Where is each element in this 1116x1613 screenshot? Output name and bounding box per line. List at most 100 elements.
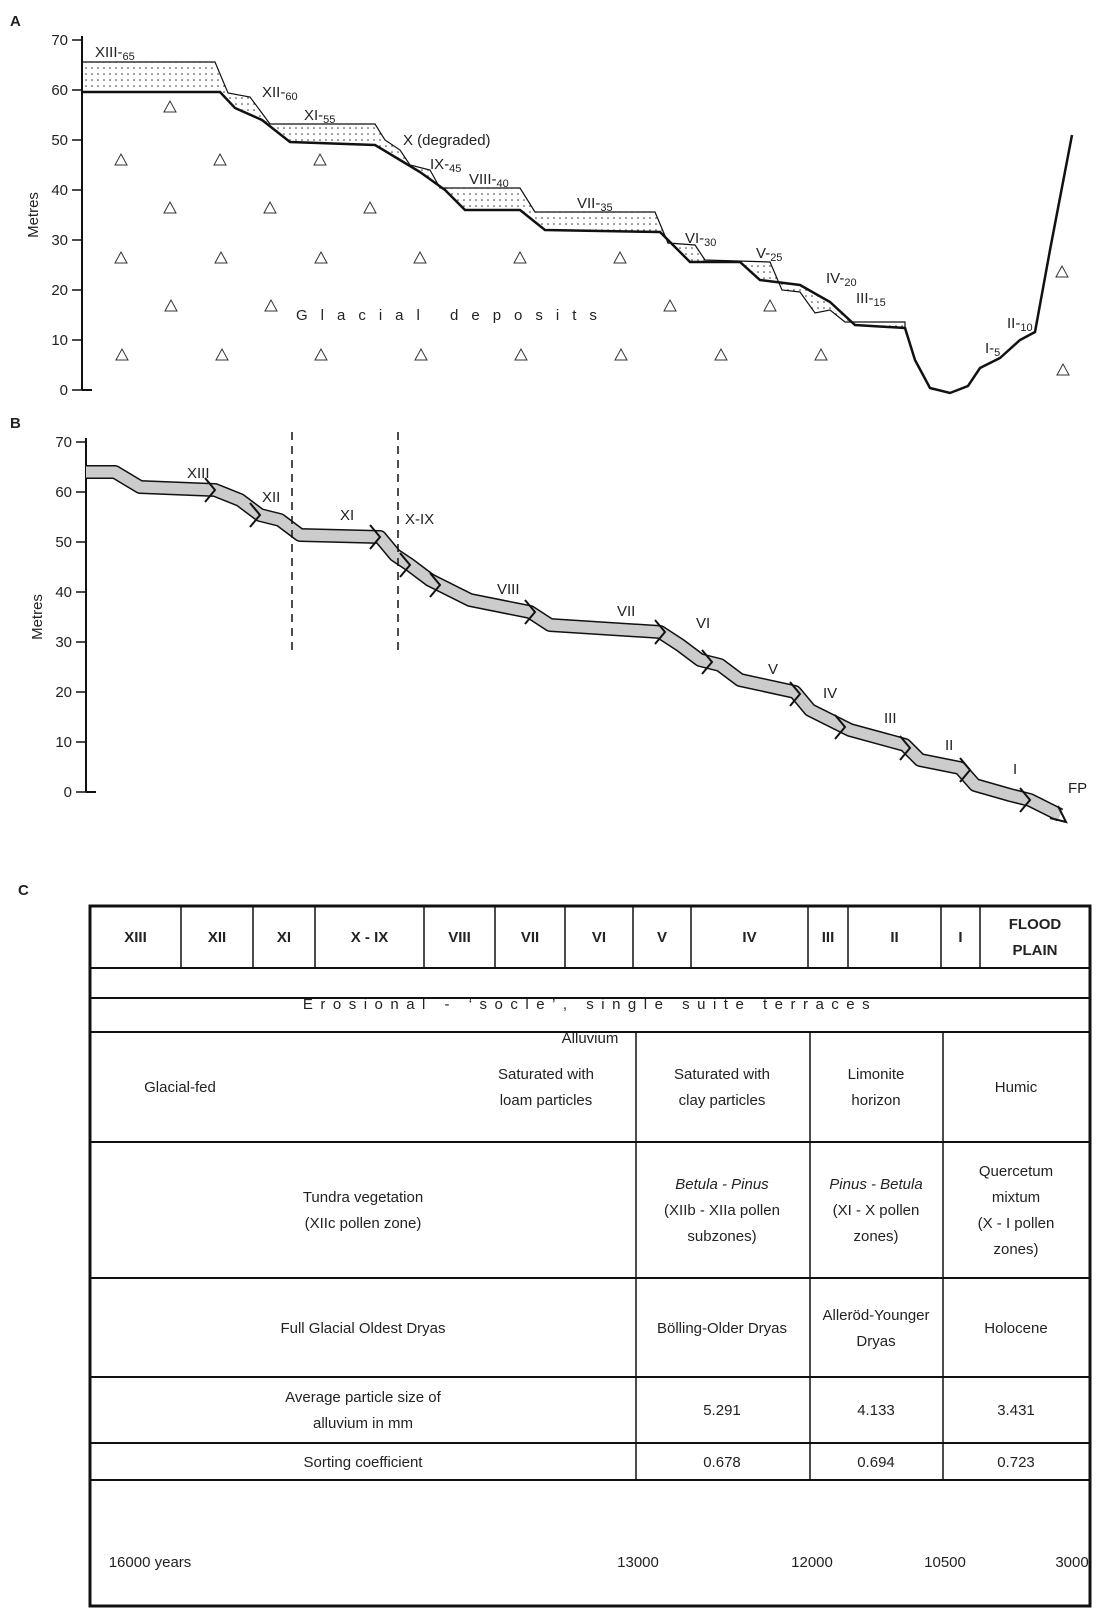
- terrace-height: 55: [323, 114, 335, 126]
- deposit-symbol: [115, 252, 127, 263]
- deposit-symbol: [116, 349, 128, 360]
- deposit-symbol: [164, 202, 176, 213]
- y-tick-label: 30: [51, 232, 68, 249]
- figure: A B C Metres Metres Glacial deposits Ero…: [0, 0, 1116, 1608]
- table-cell-line: Alleröd-Younger: [822, 1307, 929, 1324]
- header-cell: I: [958, 929, 962, 946]
- terrace-label: IV-20: [826, 270, 857, 289]
- table-cell-line: Holocene: [984, 1320, 1047, 1337]
- deposit-symbol: [164, 101, 176, 112]
- timeline-label: 13000: [617, 1554, 659, 1571]
- header-cell: VI: [592, 929, 606, 946]
- terrace-name: X (degraded): [403, 132, 491, 149]
- table-cell-line: Quercetum: [979, 1163, 1053, 1180]
- terrace-label: I-5: [985, 340, 1000, 359]
- terrace-label: II-10: [1007, 315, 1033, 334]
- table-cell-line: Tundra vegetation: [303, 1189, 423, 1206]
- terrace-label: XII-60: [262, 84, 298, 103]
- header-cell: II: [890, 929, 898, 946]
- table-cell: 5.291: [703, 1402, 741, 1419]
- deposit-symbol: [715, 349, 727, 360]
- y-tick-label: 50: [51, 132, 68, 149]
- deposit-symbol: [315, 252, 327, 263]
- table-cell-line: subzones): [687, 1228, 756, 1245]
- terrace-label: VI: [696, 615, 710, 632]
- header-cell: FLOOD PLAIN: [1009, 916, 1062, 959]
- table-cell-line: Dryas: [856, 1333, 895, 1350]
- table-cell-line: Saturated with: [498, 1066, 594, 1083]
- table-cell-line: Betula - Pinus: [675, 1176, 769, 1193]
- table-cell-line: Pinus - Betula: [829, 1176, 922, 1193]
- table-cell: 3.431: [997, 1402, 1035, 1419]
- terrace-label: FP: [1068, 780, 1087, 797]
- terrace-label: XIII-65: [95, 44, 135, 63]
- table-cell: Tundra vegetation(XIIc pollen zone): [303, 1189, 423, 1232]
- panel-letter: C: [18, 882, 29, 899]
- table-cell: Average particle size ofalluvium in mm: [285, 1389, 441, 1432]
- terrace-height: 15: [874, 297, 886, 309]
- terrace-label: X (degraded): [403, 132, 491, 149]
- y-tick-label: 20: [51, 282, 68, 299]
- deposit-symbol: [515, 349, 527, 360]
- y-tick-label: 60: [55, 484, 72, 501]
- table-cell-line: Average particle size of: [285, 1389, 441, 1406]
- deposit-symbol: [514, 252, 526, 263]
- header-cell: XII: [208, 929, 226, 946]
- deposit-symbol: [214, 154, 226, 165]
- header-cell: XI: [277, 929, 291, 946]
- table-cell-line: (XIIb - XIIa pollen: [664, 1202, 780, 1219]
- table-cell-line: zones): [853, 1228, 898, 1245]
- table-cell: Betula - Pinus (XIIb - XIIa pollen subzone…: [664, 1176, 780, 1245]
- table-cell-line: loam particles: [500, 1092, 593, 1109]
- deposit-symbol: [614, 252, 626, 263]
- table-cell-line: Humic: [995, 1079, 1038, 1096]
- table-cell-line: (XI - X pollen: [833, 1202, 920, 1219]
- y-tick-label: 30: [55, 634, 72, 651]
- header-cell-line: FLOOD: [1009, 916, 1062, 933]
- table-cell-line: Full Glacial Oldest Dryas: [280, 1320, 445, 1337]
- header-cell-line: V: [657, 929, 667, 946]
- header-cell: III: [822, 929, 835, 946]
- terrace-height: 30: [704, 237, 716, 249]
- table-cell-line: Glacial-fed: [144, 1079, 216, 1096]
- header-cell-line: II: [890, 929, 898, 946]
- terrace-label: XII: [262, 489, 280, 506]
- terrace-label: III-15: [856, 290, 886, 309]
- terrace-label: V-25: [756, 245, 782, 264]
- table-cell-line: 4.133: [857, 1402, 895, 1419]
- terrace-name: VIII-: [469, 171, 497, 188]
- table-cell-line: Bölling-Older Dryas: [657, 1320, 787, 1337]
- deposit-symbol: [315, 349, 327, 360]
- timeline-label: 16000 years: [109, 1554, 192, 1571]
- terrace-label: XI-55: [304, 107, 335, 126]
- header-cell: VIII: [448, 929, 471, 946]
- deposit-symbol: [414, 252, 426, 263]
- deposit-symbol: [615, 349, 627, 360]
- y-tick-label: 10: [55, 734, 72, 751]
- deposit-symbol: [216, 349, 228, 360]
- table-cell: Humic: [995, 1079, 1038, 1096]
- deposit-symbol: [314, 154, 326, 165]
- terrace-label: VI-30: [685, 230, 716, 249]
- header-cell-line: XI: [277, 929, 291, 946]
- y-tick-label: 40: [55, 584, 72, 601]
- deposit-symbol: [215, 252, 227, 263]
- header-cell-line: PLAIN: [1013, 942, 1058, 959]
- flow-outline: [86, 472, 1060, 815]
- deposit-symbol: [265, 300, 277, 311]
- header-cell-line: IV: [742, 929, 756, 946]
- table-cell: Holocene: [984, 1320, 1047, 1337]
- table-cell-line: 3.431: [997, 1402, 1035, 1419]
- y-tick-label: 20: [55, 684, 72, 701]
- deposit-symbol: [364, 202, 376, 213]
- panel-letter: A: [10, 13, 21, 30]
- y-axis-label: Metres: [25, 192, 42, 238]
- terrace-height: 25: [770, 252, 782, 264]
- header-cell-line: III: [822, 929, 835, 946]
- deposits-label: Glacial deposits: [296, 307, 610, 324]
- table-cell-line: 0.694: [857, 1454, 895, 1471]
- terrace-label: I: [1013, 761, 1017, 778]
- table-cell-line: 0.723: [997, 1454, 1035, 1471]
- header-cell: V: [657, 929, 667, 946]
